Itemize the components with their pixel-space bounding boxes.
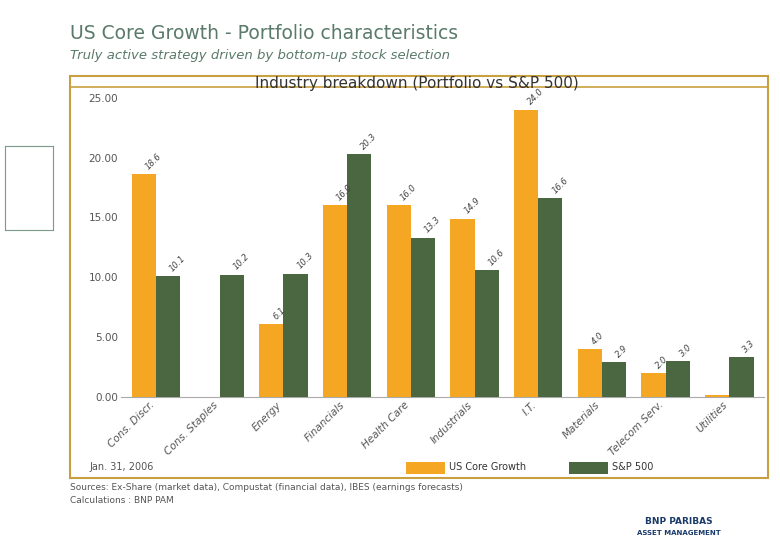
Bar [641,373,665,397]
Text: Industry breakdown (Portfolio vs S&P 500): Industry breakdown (Portfolio vs S&P 500… [255,76,580,91]
Text: US Core Growth - Portfolio characteristics: US Core Growth - Portfolio characteristi… [70,24,459,43]
Bar [283,274,307,397]
Bar [705,395,729,397]
Bar [474,270,498,397]
Bar [665,361,690,397]
Text: S&P 500: S&P 500 [612,462,654,472]
Text: 10: 10 [19,505,36,518]
Text: Sources: Ex-Share (market data), Compustat (financial data), IBES (earnings fore: Sources: Ex-Share (market data), Compust… [70,483,463,492]
Bar [538,198,562,397]
Text: 10.2: 10.2 [232,252,251,272]
Bar [411,238,435,397]
Text: 16.6: 16.6 [551,176,570,195]
Bar [578,349,602,397]
Text: 10.3: 10.3 [296,251,315,271]
Bar [729,357,753,397]
Bar [259,324,283,397]
Text: 16.0: 16.0 [399,183,418,202]
Text: 10.1: 10.1 [168,253,188,273]
Text: Truly active strategy driven by bottom-up stock selection: Truly active strategy driven by bottom-u… [70,49,450,62]
Bar [132,174,156,397]
Text: 13.3: 13.3 [423,215,442,235]
Bar [347,154,371,397]
Bar [387,205,411,397]
Bar [323,205,347,397]
Text: 4.0: 4.0 [590,330,605,346]
Text: ASSET MANAGEMENT: ASSET MANAGEMENT [636,530,721,536]
Text: Calculations : BNP PAM: Calculations : BNP PAM [70,496,174,505]
Bar [220,275,244,397]
Text: 14.9: 14.9 [463,196,482,215]
Text: US Core Growth: US Core Growth [448,462,526,472]
Text: 20.3: 20.3 [359,131,379,151]
Bar [450,219,474,397]
Text: 16.0: 16.0 [335,183,355,202]
Text: 18.6: 18.6 [144,152,164,171]
Text: 3.0: 3.0 [678,342,693,358]
Bar [602,362,626,397]
Text: 6.1: 6.1 [271,305,287,321]
Text: Jan. 31, 2006: Jan. 31, 2006 [90,462,154,472]
Bar [156,276,180,397]
Text: 24.0: 24.0 [526,87,546,107]
Text: 3.3: 3.3 [742,339,757,354]
Text: 10.6: 10.6 [487,247,506,267]
Bar [514,110,538,397]
Text: BNP PARIBAS: BNP PARIBAS [645,517,712,526]
Text: 2.9: 2.9 [614,343,630,359]
Text: 2.0: 2.0 [654,354,669,370]
